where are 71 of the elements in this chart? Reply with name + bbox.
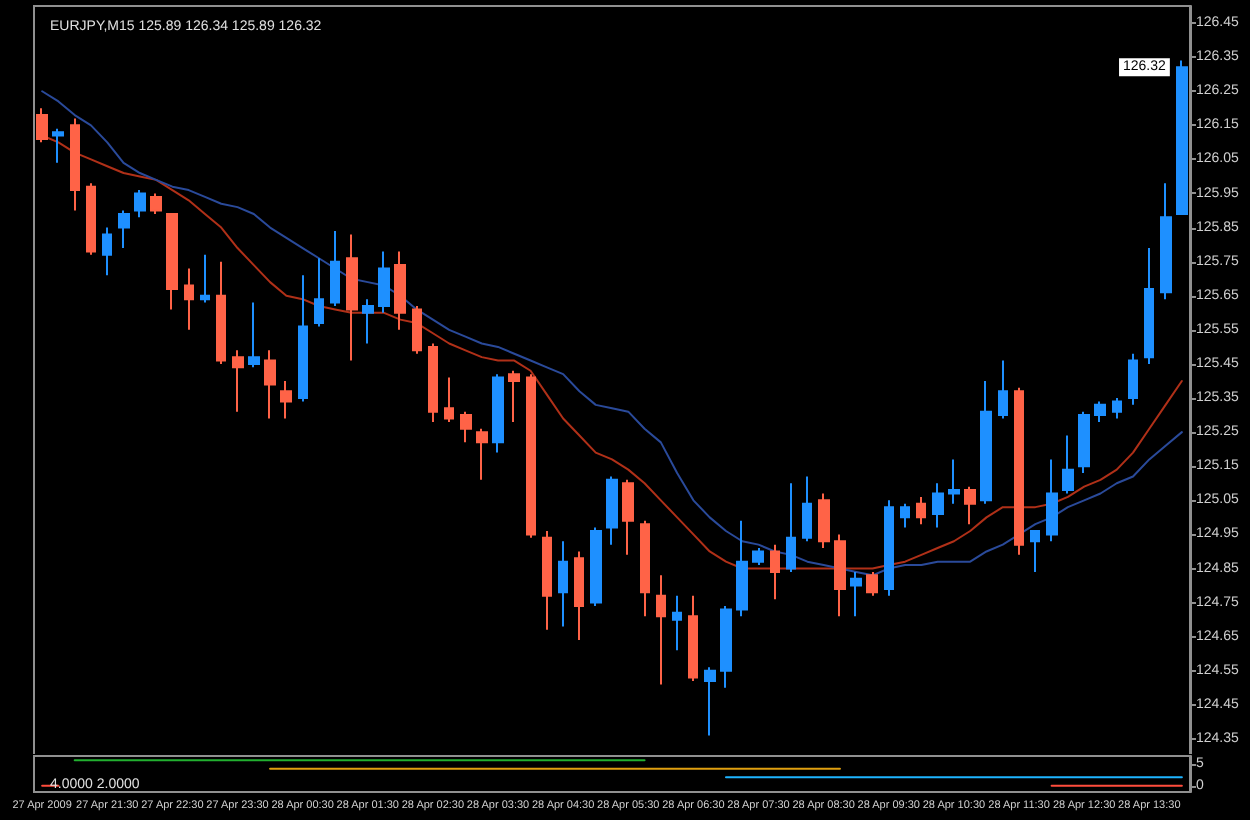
candlestick bbox=[200, 253, 210, 304]
candlestick bbox=[640, 519, 650, 618]
candlestick bbox=[298, 274, 308, 403]
candlestick bbox=[232, 349, 244, 413]
candlestick bbox=[866, 570, 878, 597]
candlestick bbox=[166, 212, 178, 311]
candlestick bbox=[526, 373, 536, 539]
candlestick bbox=[150, 192, 162, 215]
candlestick bbox=[802, 475, 812, 543]
candlestick bbox=[1062, 434, 1074, 495]
candlestick bbox=[1014, 386, 1024, 556]
candlestick bbox=[964, 485, 976, 526]
candlestick bbox=[314, 257, 324, 328]
candlestick bbox=[752, 547, 764, 567]
candlestick bbox=[184, 267, 194, 331]
candlestick bbox=[916, 495, 926, 526]
candlestick bbox=[444, 376, 454, 423]
candlestick bbox=[900, 502, 910, 529]
candlestick bbox=[786, 482, 796, 573]
candlestick bbox=[508, 369, 520, 423]
candlestick bbox=[248, 301, 260, 369]
candlestick bbox=[280, 380, 292, 420]
candlestick bbox=[590, 526, 602, 607]
candlestick bbox=[932, 482, 944, 529]
candlestick bbox=[998, 359, 1008, 420]
candlestick bbox=[70, 117, 80, 212]
candlestick bbox=[1112, 397, 1122, 420]
candlestick bbox=[378, 250, 390, 314]
candlestick bbox=[736, 519, 748, 618]
candlestick bbox=[834, 533, 846, 618]
candlestick bbox=[672, 594, 682, 652]
candlestick bbox=[574, 550, 584, 642]
candlestick bbox=[216, 260, 226, 365]
candlestick bbox=[52, 127, 64, 164]
candlestick bbox=[948, 458, 960, 505]
candlestick bbox=[1176, 59, 1188, 215]
candlestick bbox=[1160, 182, 1172, 301]
candlestick bbox=[704, 666, 716, 737]
candlestick bbox=[542, 530, 552, 631]
candlestick bbox=[720, 605, 732, 689]
candlestick bbox=[818, 492, 830, 550]
candlestick bbox=[770, 543, 780, 601]
candlestick bbox=[1144, 247, 1154, 365]
candlestick bbox=[1078, 410, 1090, 475]
candlestick bbox=[362, 298, 374, 345]
candlestick bbox=[86, 182, 96, 256]
candlestick bbox=[656, 574, 666, 686]
candlestick bbox=[476, 427, 488, 481]
candlestick bbox=[264, 349, 276, 420]
candlestick bbox=[1128, 352, 1138, 406]
candlestick bbox=[980, 380, 992, 505]
candlestick bbox=[394, 250, 406, 331]
candlestick bbox=[558, 540, 568, 628]
candlestick bbox=[884, 499, 894, 597]
candlestick bbox=[134, 189, 146, 219]
candlestick bbox=[412, 305, 422, 355]
candlestick bbox=[330, 230, 340, 307]
candlestick bbox=[606, 475, 618, 546]
candlestick bbox=[460, 410, 472, 444]
candlestick bbox=[428, 342, 438, 423]
candlestick bbox=[492, 373, 504, 454]
candlestick bbox=[850, 570, 862, 618]
candlestick bbox=[102, 226, 112, 277]
candlestick bbox=[688, 594, 698, 682]
candlestick bbox=[36, 107, 48, 144]
candlestick bbox=[346, 233, 358, 362]
candlestick bbox=[1046, 458, 1058, 543]
candlestick bbox=[1094, 400, 1106, 423]
candlestick bbox=[118, 209, 130, 250]
candlestick bbox=[1030, 530, 1040, 573]
candlestick bbox=[622, 478, 634, 556]
